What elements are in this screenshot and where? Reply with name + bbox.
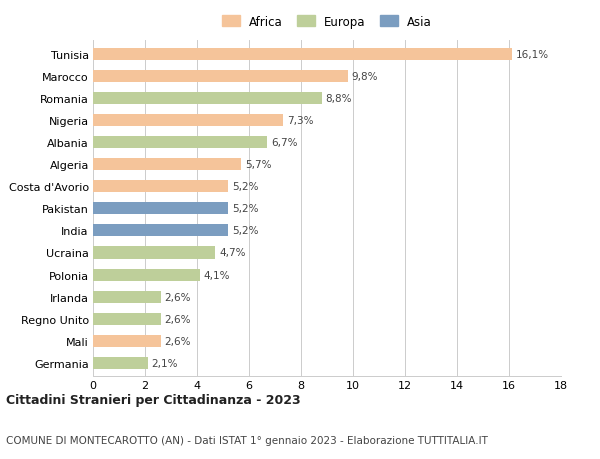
Text: 5,2%: 5,2% xyxy=(232,182,259,192)
Text: 9,8%: 9,8% xyxy=(352,72,378,82)
Bar xyxy=(93,115,283,127)
Bar xyxy=(93,49,512,61)
Bar xyxy=(93,247,215,259)
Bar xyxy=(93,181,228,193)
Text: 2,1%: 2,1% xyxy=(151,358,178,368)
Bar xyxy=(93,313,161,325)
Text: Cittadini Stranieri per Cittadinanza - 2023: Cittadini Stranieri per Cittadinanza - 2… xyxy=(6,393,301,406)
Text: 6,7%: 6,7% xyxy=(271,138,298,148)
Bar xyxy=(93,137,267,149)
Text: 2,6%: 2,6% xyxy=(164,314,191,324)
Text: 5,2%: 5,2% xyxy=(232,226,259,236)
Bar xyxy=(93,357,148,369)
Bar xyxy=(93,71,348,83)
Bar xyxy=(93,93,322,105)
Bar xyxy=(93,225,228,237)
Text: 5,2%: 5,2% xyxy=(232,204,259,214)
Text: 16,1%: 16,1% xyxy=(515,50,548,60)
Bar xyxy=(93,291,161,303)
Text: 5,7%: 5,7% xyxy=(245,160,272,170)
Text: 2,6%: 2,6% xyxy=(164,292,191,302)
Bar xyxy=(93,203,228,215)
Text: 2,6%: 2,6% xyxy=(164,336,191,346)
Bar xyxy=(93,159,241,171)
Text: COMUNE DI MONTECAROTTO (AN) - Dati ISTAT 1° gennaio 2023 - Elaborazione TUTTITAL: COMUNE DI MONTECAROTTO (AN) - Dati ISTAT… xyxy=(6,435,488,445)
Text: 8,8%: 8,8% xyxy=(326,94,352,104)
Bar xyxy=(93,269,200,281)
Text: 7,3%: 7,3% xyxy=(287,116,313,126)
Text: 4,7%: 4,7% xyxy=(219,248,245,258)
Legend: Africa, Europa, Asia: Africa, Europa, Asia xyxy=(218,12,436,32)
Text: 4,1%: 4,1% xyxy=(203,270,230,280)
Bar xyxy=(93,335,161,347)
